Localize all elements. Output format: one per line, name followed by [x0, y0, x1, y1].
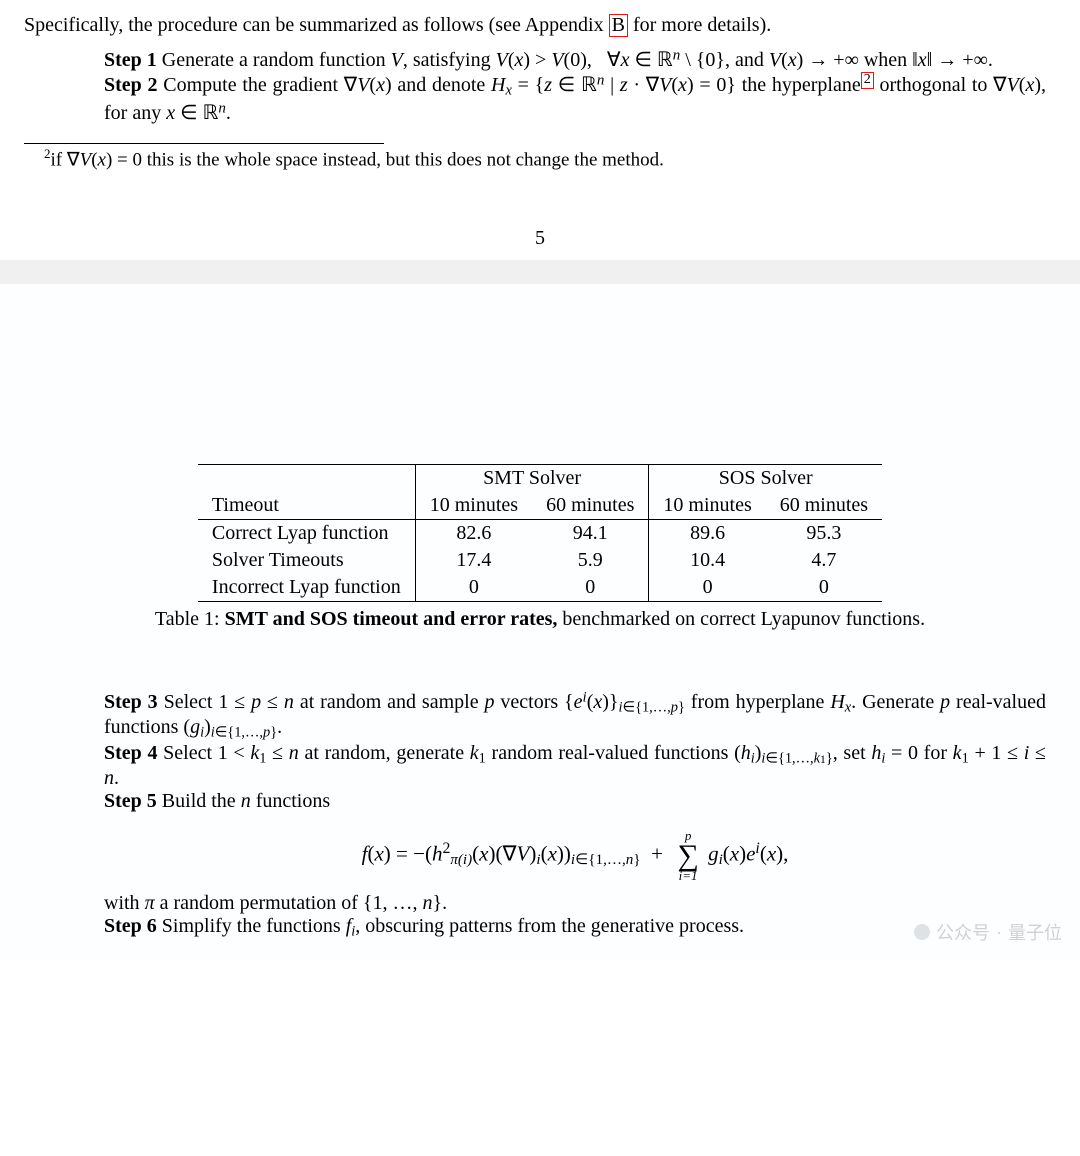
step-6-label: Step 6: [104, 915, 157, 937]
watermark: 公众号 · 量子位: [914, 919, 1062, 945]
row-0-label: Correct Lyap function: [198, 519, 415, 547]
page-number: 5: [24, 227, 1056, 250]
row-1-v3: 4.7: [766, 547, 882, 574]
intro-prefix: Specifically, the procedure can be summa…: [24, 14, 609, 36]
table-row: Timeout 10 minutes 60 minutes 10 minutes…: [198, 492, 882, 520]
solver-table: SMT Solver SOS Solver Timeout 10 minutes…: [198, 464, 882, 602]
table-caption: Table 1: SMT and SOS timeout and error r…: [24, 608, 1056, 631]
page-lower: SMT Solver SOS Solver Timeout 10 minutes…: [0, 284, 1080, 961]
step-1-text: Generate a random function V, satisfying…: [162, 49, 993, 71]
step-2: Step 2 Compute the gradient ∇V(x) and de…: [104, 72, 1046, 125]
footnote-ref-2[interactable]: 2: [861, 72, 874, 89]
step-1: Step 1 Generate a random function V, sat…: [104, 47, 1046, 72]
row-0-v0: 82.6: [415, 519, 532, 547]
caption-rest: benchmarked on correct Lyapunov function…: [557, 608, 925, 630]
step-2-text: Compute the gradient ∇V(x) and denote Hx…: [104, 74, 1046, 124]
intro-suffix: for more details).: [633, 14, 771, 36]
row-0-v1: 94.1: [532, 519, 649, 547]
row-0-v2: 89.6: [649, 519, 766, 547]
hdr-10min-smt: 10 minutes: [415, 492, 532, 520]
steps-block-lower: Step 3 Select 1 ≤ p ≤ n at random and sa…: [104, 689, 1046, 941]
table-row: Solver Timeouts 17.4 5.9 10.4 4.7: [198, 547, 882, 574]
table-row: Incorrect Lyap function 0 0 0 0: [198, 574, 882, 602]
caption-bold: SMT and SOS timeout and error rates,: [225, 608, 558, 630]
hdr-timeout: Timeout: [198, 492, 415, 520]
step-6: Step 6 Simplify the functions fi, obscur…: [104, 915, 1046, 941]
footnote-rule: [24, 143, 384, 144]
row-1-v2: 10.4: [649, 547, 766, 574]
row-0-v3: 95.3: [766, 519, 882, 547]
hdr-60min-sos: 60 minutes: [766, 492, 882, 520]
step-5: Step 5 Build the n functions: [104, 790, 1046, 813]
page-gap: [0, 260, 1080, 284]
step-4: Step 4 Select 1 < k1 ≤ n at random, gene…: [104, 742, 1046, 791]
step-1-label: Step 1: [104, 49, 157, 71]
step-6-text: Simplify the functions fi, obscuring pat…: [162, 915, 744, 937]
step-2-label: Step 2: [104, 74, 158, 96]
watermark-name: 量子位: [1008, 919, 1062, 945]
row-1-v1: 5.9: [532, 547, 649, 574]
footnote-text: if ∇V(x) = 0 this is the whole space ins…: [51, 149, 664, 170]
row-2-v3: 0: [766, 574, 882, 602]
table-row: SMT Solver SOS Solver: [198, 464, 882, 492]
row-2-v1: 0: [532, 574, 649, 602]
hdr-smt: SMT Solver: [415, 464, 649, 492]
display-equation: f(x) = −(h2π(i)(x)(∇V)i(x))i∈{1,…,n} + p…: [104, 829, 1046, 882]
step-3-text: Select 1 ≤ p ≤ n at random and sample p …: [104, 691, 1046, 739]
row-1-v0: 17.4: [415, 547, 532, 574]
step-5-label: Step 5: [104, 790, 157, 812]
step-3: Step 3 Select 1 ≤ p ≤ n at random and sa…: [104, 689, 1046, 742]
step-5-tail: with π a random permutation of {1, …, n}…: [104, 892, 1046, 915]
wechat-icon: [914, 924, 930, 940]
steps-block-upper: Step 1 Generate a random function V, sat…: [104, 47, 1046, 125]
page-upper: Specifically, the procedure can be summa…: [0, 0, 1080, 260]
row-2-v2: 0: [649, 574, 766, 602]
appendix-ref-box[interactable]: B: [609, 14, 628, 37]
intro-sentence: Specifically, the procedure can be summa…: [24, 14, 1056, 37]
row-1-label: Solver Timeouts: [198, 547, 415, 574]
caption-prefix: Table 1:: [155, 608, 225, 630]
hdr-60min-smt: 60 minutes: [532, 492, 649, 520]
hdr-sos: SOS Solver: [649, 464, 882, 492]
watermark-label: 公众号: [936, 919, 990, 945]
table-row: Correct Lyap function 82.6 94.1 89.6 95.…: [198, 519, 882, 547]
hdr-10min-sos: 10 minutes: [649, 492, 766, 520]
row-2-v0: 0: [415, 574, 532, 602]
footnote-2: 2if ∇V(x) = 0 this is the whole space in…: [44, 146, 1056, 171]
step-3-label: Step 3: [104, 691, 158, 713]
step-4-text: Select 1 < k1 ≤ n at random, generate k1…: [104, 742, 1046, 790]
row-2-label: Incorrect Lyap function: [198, 574, 415, 602]
table-corner-blank: [198, 464, 415, 492]
summation-symbol: p ∑ i=1: [677, 829, 698, 882]
step-5-text: Build the n functions: [162, 790, 330, 812]
solver-table-wrap: SMT Solver SOS Solver Timeout 10 minutes…: [130, 464, 950, 602]
step-4-label: Step 4: [104, 742, 157, 764]
